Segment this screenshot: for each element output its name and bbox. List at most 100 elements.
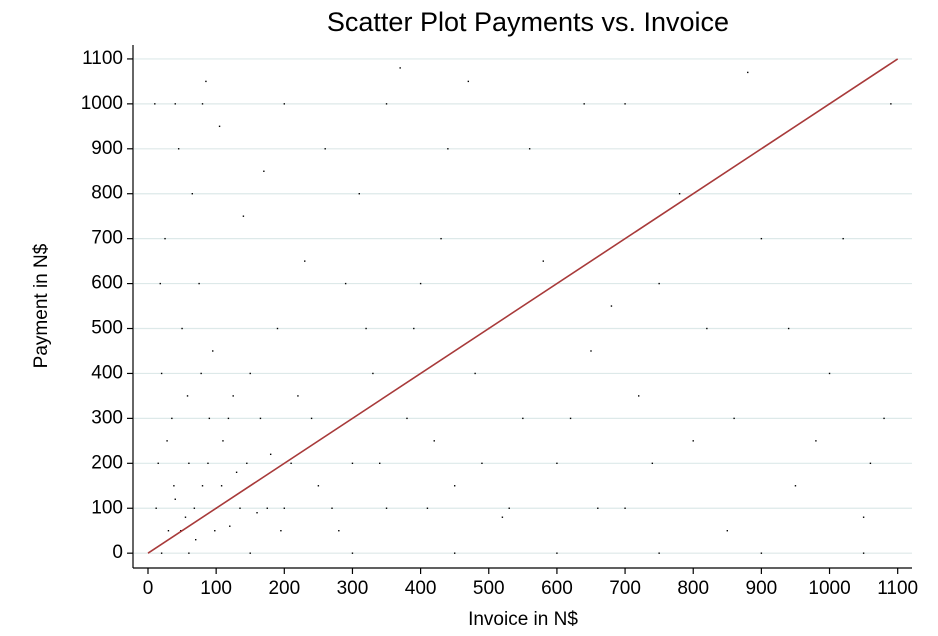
point xyxy=(481,462,483,465)
y-axis-label: Payment in N$ xyxy=(31,243,52,368)
point xyxy=(259,417,262,420)
x-tick-label: 400 xyxy=(405,578,437,599)
x-tick-label: 0 xyxy=(143,578,154,599)
y-tick-label: 300 xyxy=(91,407,123,428)
point xyxy=(200,372,202,375)
y-tick-label: 500 xyxy=(91,318,123,339)
point xyxy=(246,462,248,465)
point xyxy=(883,417,885,420)
point xyxy=(218,125,221,128)
point xyxy=(249,372,251,375)
point xyxy=(624,103,626,105)
point xyxy=(173,485,175,487)
point xyxy=(733,417,735,420)
point xyxy=(263,170,265,172)
point xyxy=(220,485,223,487)
point xyxy=(164,237,166,240)
point xyxy=(358,193,360,195)
x-tick-label: 900 xyxy=(746,578,778,599)
point xyxy=(188,462,190,465)
y-tick-label: 1000 xyxy=(81,93,123,114)
point xyxy=(208,417,211,420)
x-tick-label: 500 xyxy=(473,578,505,599)
point xyxy=(214,530,216,532)
point xyxy=(249,552,251,554)
point xyxy=(227,417,230,420)
point xyxy=(167,530,170,532)
point xyxy=(297,395,299,397)
point xyxy=(692,440,694,442)
point xyxy=(207,462,209,465)
x-tick-label: 300 xyxy=(337,578,369,599)
x-tick-label: 200 xyxy=(268,578,300,599)
point xyxy=(188,552,190,554)
point xyxy=(597,507,599,509)
point xyxy=(651,462,654,465)
point xyxy=(242,215,245,217)
point xyxy=(283,103,286,105)
point xyxy=(433,440,435,442)
point xyxy=(290,462,292,465)
y-tick-label: 0 xyxy=(112,542,123,563)
point xyxy=(155,507,157,509)
point xyxy=(842,237,844,240)
point xyxy=(862,552,865,554)
point xyxy=(583,103,585,105)
point xyxy=(344,282,347,285)
y-tick-label: 800 xyxy=(91,183,123,204)
point xyxy=(590,350,592,352)
point xyxy=(467,80,470,83)
point xyxy=(283,507,286,509)
point xyxy=(453,552,456,554)
point xyxy=(406,417,408,420)
point xyxy=(385,103,388,105)
point xyxy=(624,507,626,509)
point xyxy=(453,485,456,487)
point xyxy=(154,103,156,105)
point xyxy=(160,552,163,554)
point xyxy=(447,148,449,150)
point xyxy=(426,507,429,509)
point xyxy=(222,440,224,442)
point xyxy=(351,462,354,465)
point xyxy=(159,282,161,285)
point xyxy=(160,372,163,375)
x-tick-label: 600 xyxy=(541,578,573,599)
point xyxy=(794,485,797,487)
point xyxy=(157,462,159,465)
y-tick-label: 400 xyxy=(91,362,123,383)
y-tick-label: 200 xyxy=(91,452,123,473)
point xyxy=(177,148,180,150)
point xyxy=(379,462,381,465)
point xyxy=(276,327,279,330)
point xyxy=(760,237,763,240)
point xyxy=(399,67,401,69)
point xyxy=(191,193,193,195)
point xyxy=(205,80,207,83)
point xyxy=(501,516,504,518)
point xyxy=(890,103,892,105)
x-tick-label: 1000 xyxy=(808,578,850,599)
point xyxy=(181,327,183,330)
point xyxy=(324,148,326,150)
point xyxy=(419,282,422,285)
point xyxy=(747,71,749,74)
point xyxy=(365,327,367,330)
point xyxy=(256,512,258,514)
point xyxy=(201,485,204,487)
point xyxy=(706,327,708,330)
point xyxy=(174,103,176,105)
point xyxy=(174,498,176,500)
point xyxy=(310,417,313,420)
point xyxy=(317,485,320,487)
point xyxy=(351,552,354,554)
point xyxy=(166,440,168,442)
point xyxy=(440,237,442,240)
point xyxy=(815,440,817,442)
point xyxy=(385,507,388,509)
point xyxy=(198,282,200,285)
point xyxy=(171,417,173,420)
point xyxy=(195,538,197,541)
y-tick-label: 1100 xyxy=(82,48,123,69)
